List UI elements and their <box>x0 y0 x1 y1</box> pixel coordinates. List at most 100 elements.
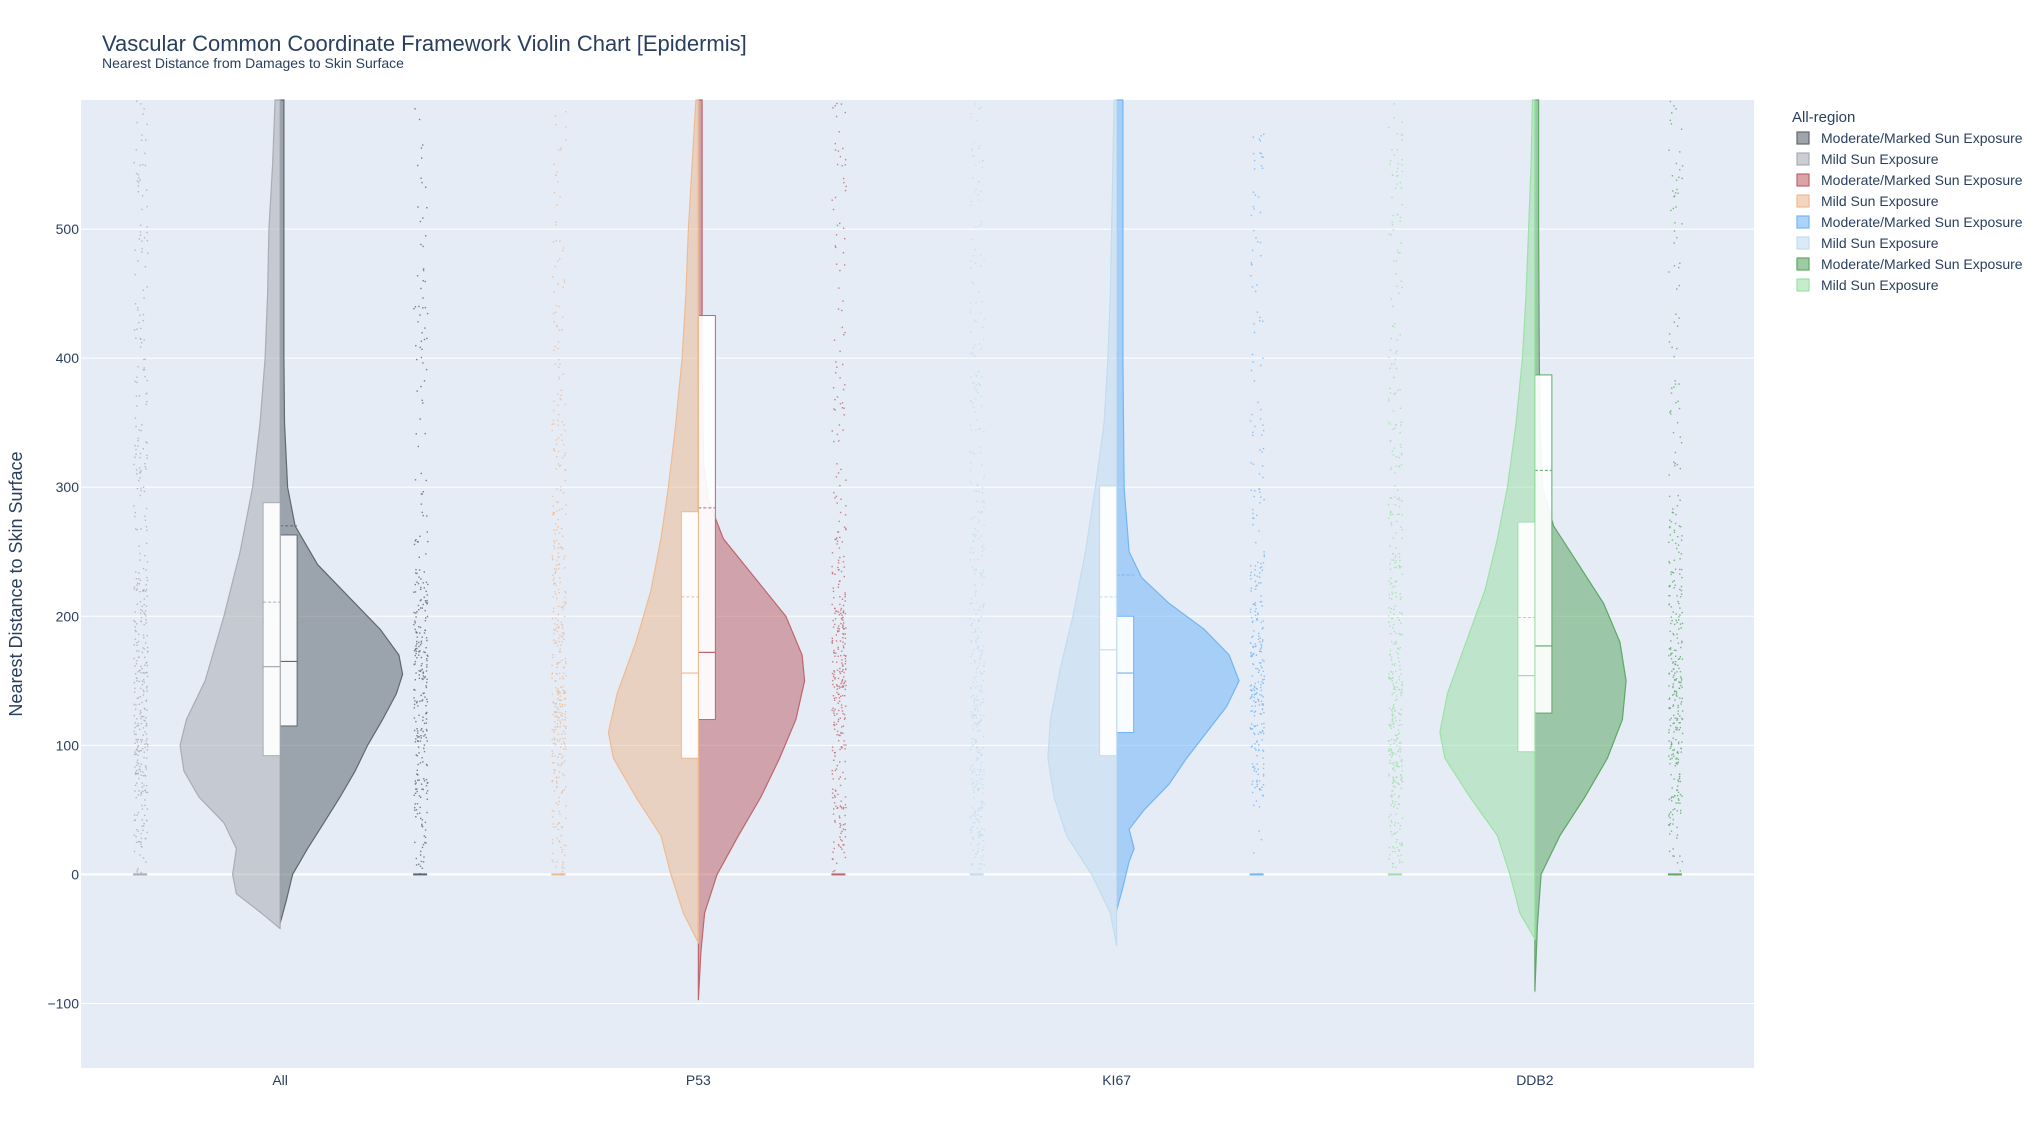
rug-point <box>134 726 136 729</box>
rug-point <box>552 596 555 598</box>
rug-point <box>416 735 418 737</box>
rug-point <box>981 651 984 653</box>
rug-point <box>553 547 556 549</box>
rug-point <box>842 665 844 667</box>
rug-point <box>1259 152 1261 154</box>
rug-point <box>558 699 560 701</box>
rug-point <box>840 838 842 841</box>
rug-point <box>421 788 423 790</box>
rug-point <box>1398 748 1401 751</box>
rug-point <box>1391 363 1393 365</box>
rug-point <box>562 737 564 740</box>
rug-point <box>134 456 136 458</box>
rug-point <box>1394 581 1396 583</box>
rug-point <box>554 742 556 744</box>
rug-point <box>559 577 561 579</box>
legend-item[interactable]: Moderate/Marked Sun Exposure <box>1796 256 2023 272</box>
rug-point <box>1256 785 1258 788</box>
rug-point <box>146 379 148 382</box>
legend-item[interactable]: Moderate/Marked Sun Exposure <box>1796 130 2023 146</box>
rug-point <box>555 529 558 531</box>
rug-point <box>1390 160 1392 162</box>
rug-point <box>1389 563 1391 565</box>
rug-point <box>976 601 978 604</box>
rug-point <box>1676 505 1679 507</box>
rug-point <box>1388 773 1390 775</box>
rug-point <box>425 713 427 715</box>
rug-point <box>1680 646 1682 649</box>
rug-point <box>1256 783 1259 786</box>
rug-point <box>837 630 839 632</box>
rug-point <box>1389 678 1391 680</box>
rug-point <box>1677 704 1679 707</box>
legend-item[interactable]: Mild Sun Exposure <box>1796 235 1939 251</box>
rug-point <box>420 356 423 359</box>
rug-point <box>837 843 840 846</box>
rug-point <box>1253 603 1255 605</box>
rug-point <box>1393 692 1395 694</box>
rug-point <box>417 582 420 585</box>
rug-point <box>1401 681 1403 683</box>
rug-point <box>833 728 836 730</box>
rug-point <box>1251 695 1253 698</box>
legend-item[interactable]: Mild Sun Exposure <box>1796 151 1939 167</box>
rug-point <box>842 625 844 628</box>
rug-point <box>979 781 982 784</box>
rug-point <box>1389 392 1392 394</box>
rug-point <box>140 489 142 492</box>
rug-point <box>841 679 843 682</box>
rug-point <box>134 665 136 667</box>
rug-point <box>1679 169 1681 171</box>
rug-point <box>1397 855 1399 857</box>
rug-point <box>1391 821 1393 823</box>
rug-point <box>426 730 428 732</box>
rug-point <box>1400 713 1402 716</box>
rug-point <box>420 669 422 672</box>
rug-point <box>561 791 563 793</box>
legend-item[interactable]: Mild Sun Exposure <box>1796 277 1939 293</box>
rug-point <box>972 717 975 719</box>
rug-point <box>557 733 559 735</box>
rug-point <box>980 654 982 657</box>
legend-item[interactable]: Mild Sun Exposure <box>1796 193 1939 209</box>
rug-point <box>1681 642 1683 644</box>
rug-point <box>1260 600 1263 603</box>
legend-label: Moderate/Marked Sun Exposure <box>1821 256 2023 272</box>
rug-point <box>840 732 842 735</box>
rug-point <box>839 672 842 675</box>
rug-point <box>1250 489 1252 491</box>
rug-point <box>414 648 416 651</box>
rug-point <box>1397 175 1399 177</box>
rug-point <box>145 584 147 586</box>
rug-point <box>980 702 982 704</box>
rug-point <box>141 846 143 848</box>
rug-point <box>1399 220 1401 222</box>
legend-item[interactable]: Moderate/Marked Sun Exposure <box>1796 214 2023 230</box>
rug-point <box>1391 790 1393 792</box>
rug-point <box>970 641 972 643</box>
rug-point <box>141 195 144 197</box>
rug-point <box>1398 497 1400 499</box>
rug-point <box>1391 756 1393 758</box>
rug-point <box>1679 697 1681 699</box>
rug-point <box>561 757 563 759</box>
rug-point <box>562 864 564 866</box>
rug-point <box>561 712 563 714</box>
rug-point <box>1668 541 1670 543</box>
rug-point <box>137 724 140 727</box>
rug-point <box>140 749 143 752</box>
rug-point <box>1673 587 1675 589</box>
rug-point <box>561 421 564 423</box>
rug-point <box>1400 566 1402 568</box>
rug-point <box>834 623 836 626</box>
rug-point <box>145 590 147 593</box>
legend-item[interactable]: Moderate/Marked Sun Exposure <box>1796 172 2023 188</box>
rug-point <box>563 867 565 869</box>
rug-point <box>1670 209 1672 212</box>
rug-point <box>1668 526 1671 529</box>
rug-point <box>139 669 141 672</box>
rug-point <box>1260 165 1263 167</box>
rug-point <box>977 521 980 524</box>
rug-point <box>552 514 554 516</box>
rug-point <box>1393 762 1395 764</box>
